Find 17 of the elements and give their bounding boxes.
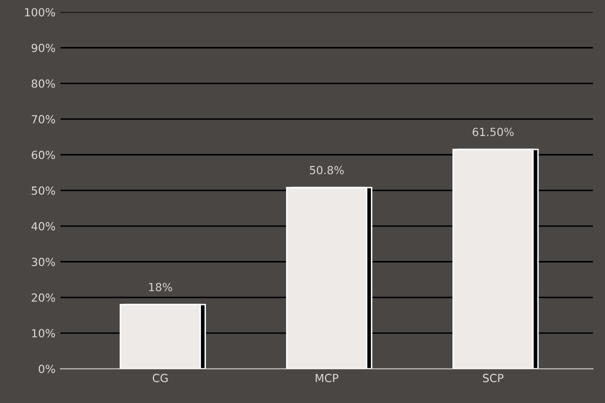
data-label: 61.50%	[472, 128, 514, 136]
y-tick-label: 80%	[32, 79, 56, 88]
y-tick-label: 100%	[25, 8, 56, 16]
y-tick-label: 90%	[32, 44, 56, 52]
y-tick-label: 60%	[32, 150, 56, 160]
y-tick-label: 40%	[31, 222, 56, 230]
data-label: 50.8%	[310, 166, 344, 174]
y-tick-label: 20%	[32, 293, 56, 302]
x-tick-label: MCP	[316, 374, 338, 382]
y-tick-label: 50%	[32, 186, 56, 195]
x-tick-label: CG	[152, 374, 168, 382]
y-tick-label: 30%	[32, 258, 56, 266]
y-tick-label: 10%	[32, 329, 56, 338]
data-label: 18%	[149, 282, 172, 292]
x-tick-label: SCP	[483, 374, 504, 382]
y-tick-label: 0%	[38, 364, 56, 374]
y-tick-label: 70%	[32, 115, 56, 124]
